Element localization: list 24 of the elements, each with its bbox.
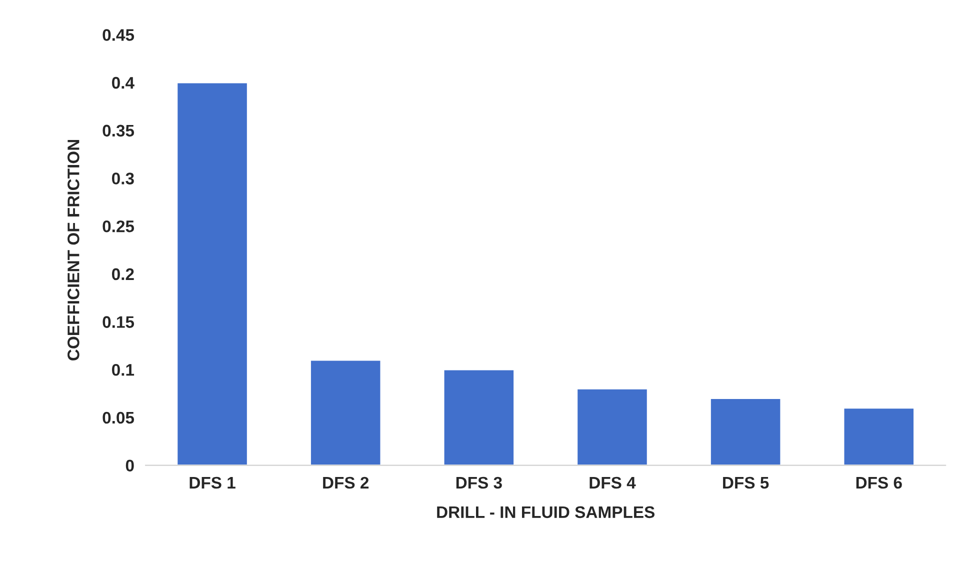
- y-tick-label: 0: [126, 460, 134, 472]
- y-tick-label: 0.2: [112, 268, 134, 280]
- y-tick-label: 0.25: [102, 220, 134, 232]
- x-tick-label: DFS 6: [856, 476, 902, 489]
- y-tick-label: 0.45: [102, 29, 134, 41]
- bar: [176, 82, 248, 466]
- x-axis-title: DRILL - IN FLUID SAMPLES: [437, 506, 655, 518]
- x-tick-label: DFS 1: [190, 476, 236, 489]
- y-tick-label: 0.05: [102, 412, 134, 424]
- x-tick-label: DFS 4: [590, 476, 636, 489]
- bar: [842, 407, 915, 466]
- y-axis-title: COEFFICIENT OF FRICTION: [68, 140, 80, 360]
- x-tick-label: DFS 5: [723, 476, 769, 489]
- y-tick-label: 0.35: [102, 124, 134, 137]
- bar: [710, 398, 782, 466]
- y-tick-label: 0.15: [102, 316, 134, 328]
- bar: [442, 368, 515, 466]
- x-tick-label: DFS 2: [323, 476, 369, 489]
- bar: [576, 388, 648, 466]
- bar: [310, 359, 382, 466]
- y-tick-label: 0.1: [112, 364, 134, 376]
- x-tick-label: DFS 3: [456, 476, 502, 489]
- y-tick-label: 0.3: [112, 172, 134, 184]
- y-tick-label: 0.4: [112, 76, 134, 89]
